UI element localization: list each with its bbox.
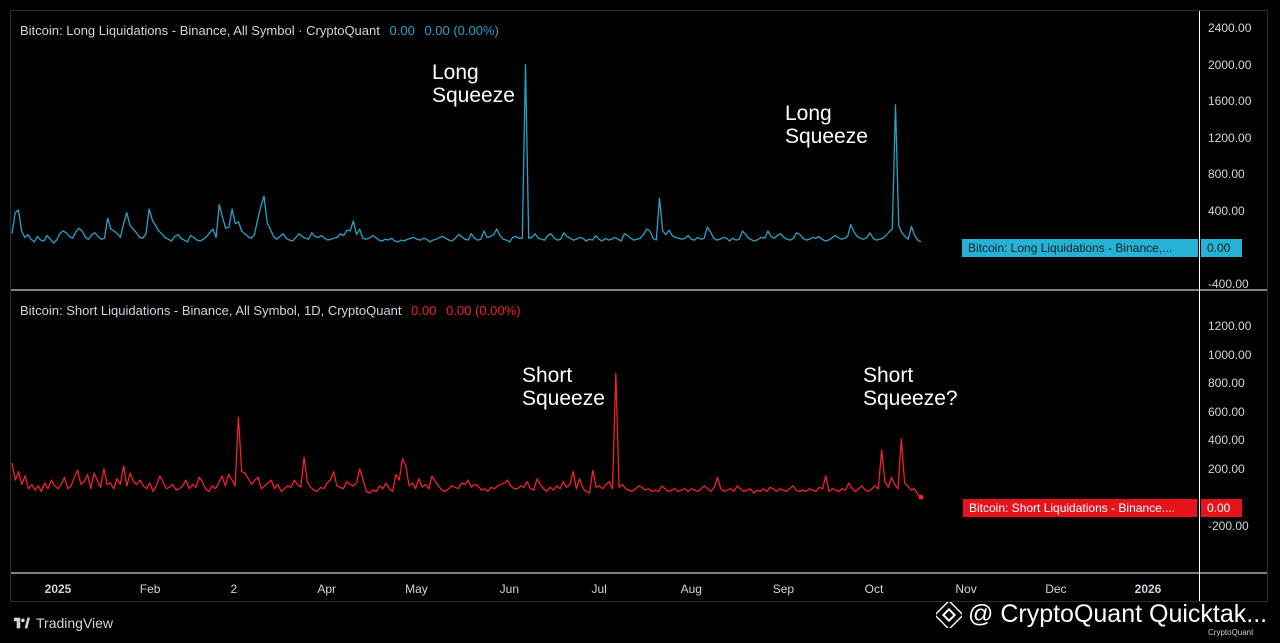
annotation-short-squeeze-2: Short Squeeze? [863,364,958,410]
y-tick-label: 2400.00 [1208,21,1252,35]
series-line [11,372,922,498]
x-tick-label: Aug [680,582,702,596]
tradingview-icon [14,617,30,629]
x-tick-label: Jul [591,582,607,596]
y-tick-label: 400.00 [1208,203,1245,218]
cryptoquant-watermark: @ CryptoQuant Quicktak... [936,600,1267,629]
x-tick-label: 2 [230,582,238,596]
annotation-line: Squeeze [785,125,868,148]
long-value-tag: 0.00 [1201,239,1242,257]
y-tick-label: 1200.00 [1208,319,1252,334]
short-last-point-marker [918,494,924,500]
watermark-text: @ CryptoQuant Quicktak... [968,600,1268,628]
short-liquidations-legend[interactable]: Bitcoin: Short Liquidations - Binance, A… [20,303,521,318]
y-tick-label: 800.00 [1208,167,1245,182]
x-tick-label: Nov [955,582,977,596]
annotation-line: Long [785,102,832,125]
x-tick-label: 2026 [1134,582,1162,596]
annotation-line: Short [522,364,573,387]
short-value-tag: 0.00 [1201,499,1242,517]
y-tick-label: 2000.00 [1208,57,1252,72]
legend-value: 0.00 [389,23,415,38]
annotation-line: Squeeze? [863,387,958,410]
long-liquidations-legend[interactable]: Bitcoin: Long Liquidations - Binance, Al… [20,23,499,38]
x-tick-label: Feb [139,582,161,596]
x-tick-label: Jun [499,582,520,596]
x-tick-label: Apr [317,582,336,596]
annotation-line: Short [863,364,914,387]
short-series-label-tag[interactable]: Bitcoin: Short Liquidations - Binance...… [963,499,1197,517]
long-liquidations-series [11,63,922,244]
y-tick-label: 600.00 [1208,404,1245,419]
legend-change: 0.00 (0.00%) [446,303,521,318]
legend-title: Bitcoin: Short Liquidations - Binance, A… [20,303,402,318]
tradingview-wordmark: TradingView [36,615,114,631]
tradingview-logo[interactable]: TradingView [14,615,113,631]
y-tick-label: 1000.00 [1208,347,1252,362]
long-series-label-tag[interactable]: Bitcoin: Long Liquidations - Binance,... [962,239,1198,257]
annotation-long-squeeze-2: Long Squeeze [785,102,868,148]
binance-icon [936,601,962,628]
legend-value: 0.00 [411,303,437,318]
x-tick-label: 2025 [44,582,72,596]
cryptoquant-sub-logo: CryptoQuant [1208,628,1254,637]
annotation-line: Squeeze [432,84,515,107]
y-tick-label: 1600.00 [1208,94,1252,109]
y-tick-label: 1200.00 [1208,130,1252,145]
y-tick-label: 400.00 [1208,433,1245,448]
y-tick-label: -200.00 [1208,518,1249,533]
annotation-long-squeeze-1: Long Squeeze [432,61,515,107]
annotation-line: Long [432,61,479,84]
y-tick-label: 800.00 [1208,376,1245,391]
short-liquidations-series [11,372,922,498]
legend-change: 0.00 (0.00%) [424,23,499,38]
x-tick-label: May [405,582,428,596]
x-tick-label: Sep [772,582,795,596]
x-tick-label: Dec [1045,582,1067,596]
y-tick-label: 200.00 [1208,461,1245,476]
annotation-line: Squeeze [522,387,605,410]
legend-title: Bitcoin: Long Liquidations - Binance, Al… [20,23,380,38]
series-line [11,63,922,244]
annotation-short-squeeze-1: Short Squeeze [522,364,605,410]
x-tick-label: Oct [864,582,884,596]
y-tick-label: -400.00 [1208,277,1249,291]
